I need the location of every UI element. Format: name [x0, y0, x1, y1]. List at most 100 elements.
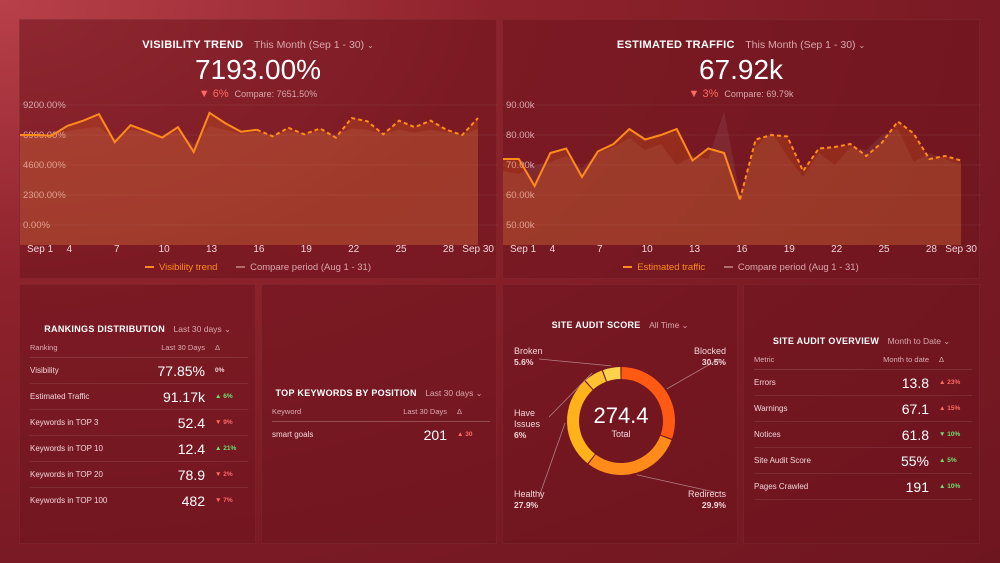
- row-label: Pages Crawled: [754, 473, 859, 500]
- delta-value: 3%: [702, 88, 719, 100]
- legend-swatch: [145, 266, 154, 269]
- segment-name: Redirects: [687, 489, 726, 499]
- site-audit-overview-widget: SITE AUDIT OVERVIEW Month to Date ⌄ Metr…: [743, 284, 980, 544]
- table-header-row: Ranking Last 30 Days Δ: [30, 343, 248, 358]
- x-tick-label: Sep 30: [462, 244, 494, 255]
- table-row: Keywords in TOP 100 482 ▼ 7%: [30, 488, 248, 514]
- row-label: Keywords in TOP 3: [30, 409, 135, 436]
- row-label: Visibility: [30, 357, 135, 384]
- chevron-down-icon: ⌄: [943, 337, 951, 346]
- period-label: This Month (Sep 1 - 30): [745, 39, 856, 51]
- x-tick-label: 19: [784, 244, 796, 255]
- segment-name: Blocked: [693, 346, 726, 356]
- row-value: 91.17k: [135, 383, 215, 410]
- legend-label: Compare period (Aug 1 - 31): [250, 262, 371, 273]
- main-series-projected-line: [738, 120, 962, 200]
- legend-item-compare[interactable]: Compare period (Aug 1 - 31): [723, 262, 859, 273]
- row-label: smart goals: [272, 430, 314, 440]
- donut-label-broken: Broken 5.6%: [514, 346, 543, 368]
- main-series-area: [503, 121, 961, 245]
- audit-donut-chart: [538, 358, 720, 498]
- chart-legend: Estimated traffic Compare period (Aug 1 …: [503, 262, 979, 273]
- leader-line: [636, 474, 720, 494]
- segment-name: Healthy: [514, 489, 545, 499]
- row-value: 55%: [859, 447, 939, 474]
- y-tick-label: 60.00k: [506, 190, 535, 201]
- period-selector[interactable]: Month to Date ⌄: [888, 336, 950, 346]
- row-label: Warnings: [754, 395, 859, 422]
- x-tick-label: 28: [443, 244, 455, 255]
- compare-text: Compare: 69.79k: [724, 89, 794, 99]
- y-tick-label: 50.00k: [506, 220, 535, 231]
- main-series-line: [503, 127, 741, 200]
- period-selector[interactable]: Last 30 days ⌄: [173, 324, 230, 334]
- leader-line: [548, 372, 593, 418]
- donut-segment-broken: [602, 367, 621, 382]
- donut-total-label: Total: [611, 429, 631, 439]
- row-label: Errors: [754, 369, 859, 396]
- row-label: Notices: [754, 421, 859, 448]
- donut-segment-healthy: [567, 381, 595, 464]
- metric-value: 7193.00%: [194, 54, 322, 85]
- row-delta: ▲ 10%: [939, 473, 972, 500]
- column-header: Month to date: [859, 355, 939, 370]
- table-row: Keywords in TOP 3 52.4 ▼ 9%: [30, 409, 248, 436]
- row-value: 77.85%: [135, 357, 215, 384]
- rankings-table: Ranking Last 30 Days Δ Visibility 77.85%…: [30, 343, 248, 514]
- row-delta: ▼ 7%: [215, 497, 233, 505]
- x-tick-label: 7: [597, 244, 603, 255]
- period-selector[interactable]: All Time ⌄: [649, 320, 688, 330]
- x-tick-label: 25: [395, 244, 407, 255]
- x-tick-label: 28: [926, 244, 938, 255]
- row-value: 482: [181, 492, 205, 509]
- top-keywords-widget: TOP KEYWORDS BY POSITION Last 30 days ⌄ …: [261, 284, 497, 544]
- delta-value: 6%: [212, 88, 229, 100]
- delta-down-indicator: ▼ 3%: [689, 88, 719, 100]
- x-tick-label: Sep 1: [27, 244, 54, 255]
- compare-row: ▼ 6% Compare: 7651.50%: [20, 88, 496, 100]
- compare-text: Compare: 7651.50%: [234, 89, 318, 99]
- x-tick-label: 22: [348, 244, 360, 255]
- period-selector[interactable]: This Month (Sep 1 - 30) ⌄: [254, 39, 374, 51]
- row-value: 13.8: [859, 369, 939, 396]
- table-row: Pages Crawled 191 ▲ 10%: [754, 473, 972, 500]
- widget-header: ESTIMATED TRAFFIC This Month (Sep 1 - 30…: [503, 35, 979, 53]
- segment-pct: 6%: [514, 430, 527, 440]
- row-value: 67.1: [859, 395, 939, 422]
- widget-header: VISIBILITY TREND This Month (Sep 1 - 30)…: [20, 35, 496, 53]
- table-row: Keywords in TOP 20 78.9 ▼ 2%: [30, 461, 248, 488]
- period-selector[interactable]: This Month (Sep 1 - 30) ⌄: [745, 39, 865, 51]
- period-label: All Time: [649, 320, 680, 330]
- row-delta: ▼ 2%: [215, 461, 248, 488]
- row-label: Keywords in TOP 20: [30, 461, 135, 488]
- row-value: 52.4: [135, 409, 215, 436]
- widget-header: SITE AUDIT SCORE All Time ⌄: [503, 315, 737, 333]
- y-tick-label: 80.00k: [506, 130, 535, 141]
- column-header: Metric: [754, 355, 859, 370]
- row-label: Keywords in TOP 100: [30, 496, 108, 506]
- x-tick-label: 4: [67, 244, 73, 255]
- x-tick-label: 13: [689, 244, 701, 255]
- chevron-down-icon: ⌄: [681, 321, 689, 330]
- widget-title: VISIBILITY TREND: [142, 39, 244, 51]
- legend-label: Estimated traffic: [637, 262, 706, 273]
- row-delta: ▲ 21%: [215, 435, 248, 462]
- row-delta: ▲ 6%: [215, 383, 248, 410]
- leader-line: [538, 422, 566, 498]
- table-row: smart goals 201 ▲ 30: [272, 422, 490, 448]
- table-header-row: Metric Month to date Δ: [754, 355, 972, 370]
- arrow-down-icon: ▼: [198, 88, 210, 100]
- y-tick-label: 90.00k: [506, 100, 535, 111]
- legend-item-main[interactable]: Visibility trend: [145, 262, 217, 273]
- legend-item-compare[interactable]: Compare period (Aug 1 - 31): [236, 262, 371, 273]
- legend-item-main[interactable]: Estimated traffic: [623, 262, 705, 273]
- column-header: Δ: [457, 407, 490, 422]
- leader-line: [666, 358, 720, 390]
- period-selector[interactable]: Last 30 days ⌄: [425, 388, 482, 398]
- period-label: This Month (Sep 1 - 30): [253, 39, 365, 51]
- donut-label-healthy: Healthy 27.9%: [514, 489, 545, 511]
- widget-header: SITE AUDIT OVERVIEW Month to Date ⌄: [744, 331, 979, 349]
- leader-line: [538, 358, 612, 367]
- table-row: Site Audit Score 55% ▲ 5%: [754, 447, 972, 474]
- segment-name: Have Issues: [514, 408, 541, 429]
